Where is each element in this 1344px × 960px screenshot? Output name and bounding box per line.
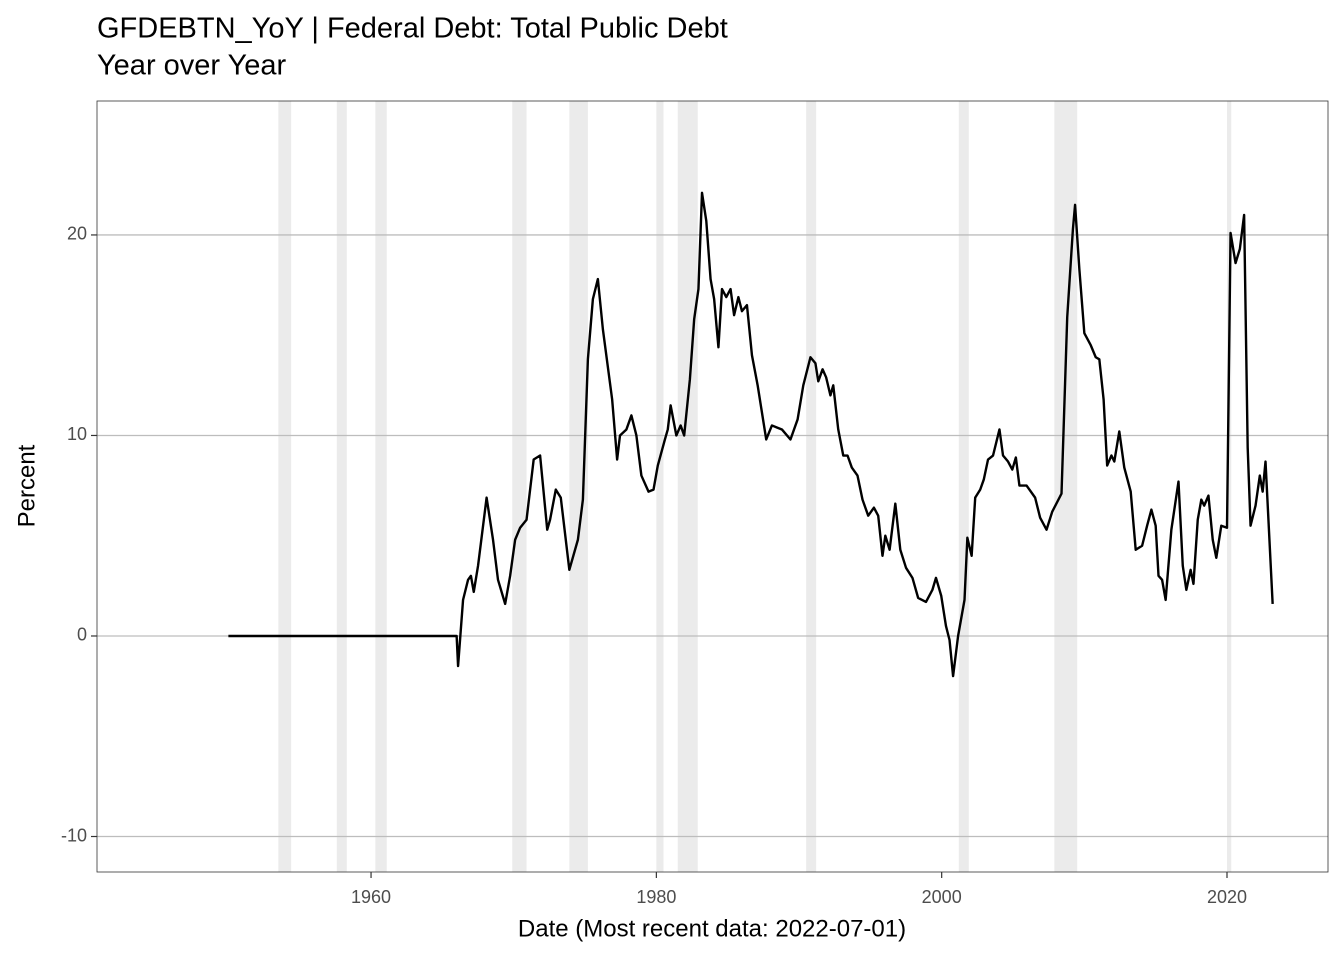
y-tick-label: 10	[67, 424, 87, 444]
recession-band	[958, 101, 969, 872]
chart-subtitle: Year over Year	[97, 50, 287, 82]
y-tick-label: 0	[77, 625, 87, 645]
x-tick-label: 2000	[922, 887, 962, 907]
chart-title: GFDEBTN_YoY | Federal Debt: Total Public…	[97, 13, 728, 45]
x-tick-label: 2020	[1207, 887, 1247, 907]
data-line	[228, 191, 1274, 678]
y-tick-label: -10	[61, 825, 87, 845]
y-axis-title: Percent	[13, 444, 40, 527]
recession-band	[512, 101, 527, 872]
recession-band	[375, 101, 387, 872]
recession-band	[336, 101, 347, 872]
plot-panel	[97, 101, 1328, 872]
x-tick-label: 1960	[351, 887, 391, 907]
recession-band	[1226, 101, 1232, 872]
y-tick-label: 20	[67, 224, 87, 244]
recession-band	[278, 101, 292, 872]
recession-band	[656, 101, 664, 872]
recession-band	[569, 101, 588, 872]
plot-border	[96, 100, 1329, 873]
x-axis-title: Date (Most recent data: 2022-07-01)	[518, 915, 906, 942]
x-tick-label: 1980	[636, 887, 676, 907]
recession-band	[677, 101, 698, 872]
recession-band	[1054, 101, 1078, 872]
recession-band	[806, 101, 817, 872]
